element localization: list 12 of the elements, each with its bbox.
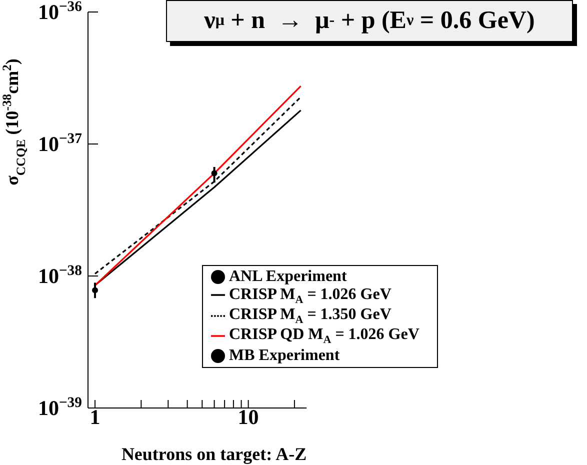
y-tick-label: 10$^{−36}$ [38, 0, 82, 24]
y-tick-label: 10$^{−38}$ [38, 263, 82, 288]
legend-label: MB Experiment [229, 346, 340, 364]
legend-label: CRISP QD M$_{A}$ = 1.026 GeV [229, 326, 420, 347]
x-axis-title: Neutrons on target: A-Z [121, 444, 307, 464]
legend-label: ANL Experiment [229, 268, 347, 285]
legend-label: CRISP M$_{A}$ = 1.350 GeV [229, 306, 392, 326]
y-tick-label: 10$^{−37}$ [38, 131, 82, 156]
legend-label: CRISP M$_{A}$ = 1.026 GeV [229, 286, 392, 306]
x-tick-label: 1 [90, 405, 100, 429]
y-tick-label: 10$^{−39}$ [38, 395, 82, 420]
x-tick-label: 10 [238, 405, 259, 429]
